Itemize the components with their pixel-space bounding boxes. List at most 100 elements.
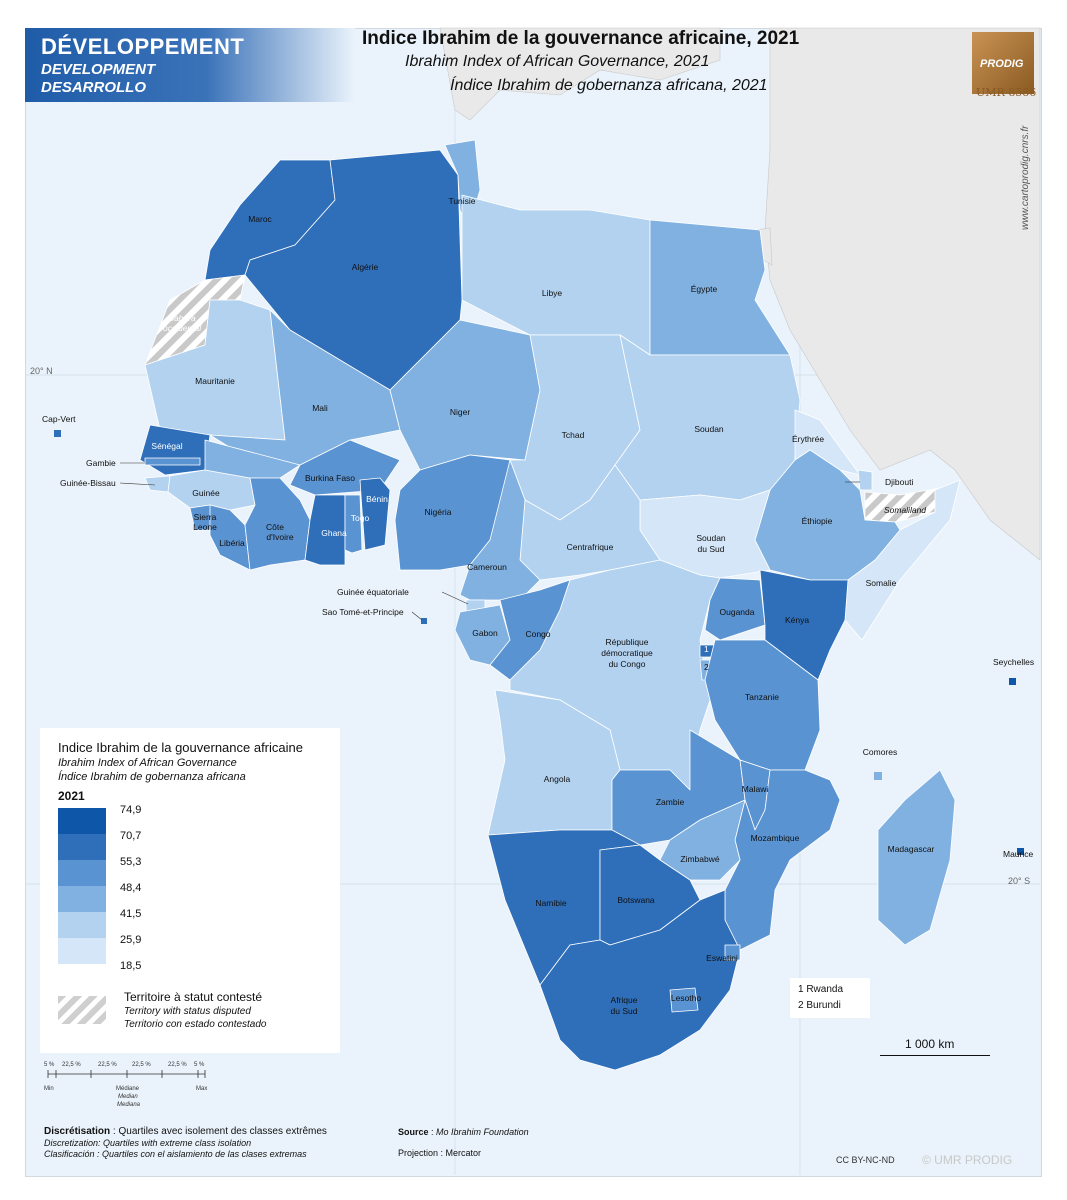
label-comores: Comores (862, 747, 898, 757)
label-somalie: Somalie (865, 578, 897, 588)
legend-break-6: 18,5 (120, 960, 142, 972)
banner-es: DESARROLLO (41, 79, 146, 96)
label-sahara-2: occidental (162, 323, 202, 333)
legend-break-1: 70,7 (120, 830, 142, 842)
footer-source: Source : Mo Ibrahim Foundation (398, 1127, 529, 1137)
legend-swatch-2 (58, 912, 106, 938)
map-title-fr: Indice Ibrahim de la gouvernance africai… (362, 28, 800, 49)
label-seychelles: Seychelles (993, 657, 1035, 667)
key-burundi: 2 Burundi (798, 1000, 841, 1011)
country-benin (359, 477, 391, 551)
legend-swatch-1 (58, 938, 106, 964)
scale-label: 1 000 km (905, 1037, 955, 1051)
label-sierra-2: Leone (193, 522, 217, 532)
label-algerie: Algérie (351, 262, 379, 272)
label-nigeria: Nigéria (424, 507, 452, 517)
umr-label: UMR 8586 (976, 86, 1037, 99)
label-ssud-2: du Sud (697, 544, 725, 554)
country-ethiopie (754, 449, 901, 581)
country-seychelles (1009, 678, 1016, 685)
banner-en: DEVELOPMENT (41, 61, 156, 78)
legend-swatch-4 (58, 860, 106, 886)
label-ssud-1: Soudan (696, 533, 726, 543)
footer-source-sep: : (428, 1127, 437, 1137)
label-ghana: Ghana (321, 528, 347, 538)
dist-share-0: 5 % (44, 1062, 55, 1068)
legend-break-0: 74,9 (120, 804, 142, 816)
country-ads (539, 889, 741, 1071)
footer-source-label: Source (398, 1127, 429, 1137)
label-ci-1: Côte (266, 522, 284, 532)
country-saotome (421, 618, 427, 624)
label-senegal: Sénégal (151, 441, 183, 451)
label-egypte: Égypte (690, 284, 718, 294)
label-lesotho: Lesotho (670, 993, 702, 1003)
dist-share-3: 22,5 % (132, 1062, 151, 1068)
label-mozambique: Mozambique (750, 833, 800, 843)
legend-disputed-fr: Territoire à statut contesté (124, 990, 263, 1004)
key-rwanda: 1 Rwanda (798, 984, 844, 995)
footer-discret-label: Discrétisation (44, 1126, 111, 1137)
legend-title-es: Índice Ibrahim de gobernanza africana (58, 771, 246, 783)
label-benin: Bénin (366, 494, 388, 504)
country-djibouti (857, 469, 873, 491)
label-ads-1: Afrique (610, 995, 638, 1005)
label-guinee: Guinée (192, 488, 220, 498)
legend-disputed-en: Territory with status disputed (124, 1006, 251, 1017)
label-zambie: Zambie (655, 797, 685, 807)
label-rdc-2: démocratique (601, 648, 653, 658)
banner-fr: DÉVELOPPEMENT (41, 34, 245, 59)
leader-lines (119, 462, 860, 621)
footer-discret-es: Clasificación : Quartiles con el aislami… (44, 1149, 307, 1159)
label-gambie: Gambie (86, 458, 116, 468)
label-burundi-num: 2 (704, 662, 709, 672)
label-ci-2: d'Ivoire (266, 532, 294, 542)
label-gabon: Gabon (472, 628, 498, 638)
europe-land (439, 27, 721, 121)
dist-share-1: 22,5 % (62, 1062, 81, 1068)
label-guineebissau: Guinée-Bissau (60, 478, 116, 488)
label-tanzanie: Tanzanie (744, 692, 780, 702)
label-erythree: Érythrée (791, 434, 825, 444)
country-cameroun (459, 459, 541, 601)
label-tchad: Tchad (561, 430, 585, 440)
lat-20s: 20° S (1008, 876, 1031, 886)
footer-source-value: Mo Ibrahim Foundation (436, 1127, 529, 1137)
country-guineebissau (144, 475, 171, 493)
country-maurice (1017, 848, 1024, 855)
legend-title-fr: Indice Ibrahim de la gouvernance africai… (58, 740, 303, 755)
legend-title-en: Ibrahim Index of African Governance (58, 757, 237, 769)
country-madagascar (877, 769, 956, 946)
label-namibie: Namibie (535, 898, 567, 908)
country-soudan (614, 334, 801, 501)
label-madagascar: Madagascar (887, 844, 935, 854)
label-malawi: Malawi (741, 784, 769, 794)
legend-break-2: 55,3 (120, 856, 142, 868)
legend-break-3: 48,4 (120, 882, 142, 894)
map-title-es: Índice Ibrahim de gobernanza africana, 2… (450, 77, 768, 94)
label-djibouti: Djibouti (885, 477, 914, 487)
label-sierra-1: Sierra (193, 512, 217, 522)
label-ethiopie: Éthiopie (801, 516, 833, 526)
label-rdc-3: du Congo (608, 659, 646, 669)
lat-20n: 20° N (30, 366, 53, 376)
country-cotedivoire (244, 477, 311, 571)
label-ouganda: Ouganda (719, 607, 755, 617)
prodig-logo (972, 32, 1034, 94)
footer-copyright: © UMR PRODIG (922, 1153, 1013, 1167)
dist-median-fr: Médiane (116, 1086, 140, 1092)
label-centrafrique: Centrafrique (566, 542, 614, 552)
label-saotome: Sao Tomé-et-Principe (322, 607, 404, 617)
label-libye: Libye (541, 288, 563, 298)
label-angola: Angola (543, 774, 571, 784)
label-sahara-1: Sahara (168, 313, 196, 323)
legend-panel: Indice Ibrahim de la gouvernance africai… (40, 728, 340, 1053)
label-rdc-1: République (605, 637, 649, 647)
label-zimbabwe: Zimbabwé (680, 854, 720, 864)
footer-discret-fr-text: : Quartiles avec isolement des classes e… (110, 1126, 327, 1137)
theme-banner: DÉVELOPPEMENT DEVELOPMENT DESARROLLO (25, 28, 355, 102)
country-capvert (54, 430, 61, 437)
label-tunisie: Tunisie (448, 196, 476, 206)
legend-break-5: 25,9 (120, 934, 142, 946)
